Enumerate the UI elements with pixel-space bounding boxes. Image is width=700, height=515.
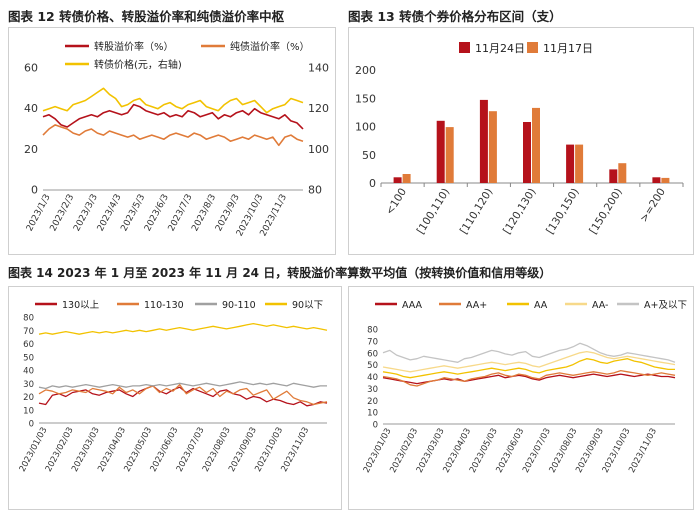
fig14-title: 图表 14 2023 年 1 月至 2023 年 11 月 24 日，转股溢价率… [8,266,552,280]
y2-tick-label: 120 [308,102,329,115]
y-tick-label: 0 [31,184,38,197]
y-tick-label: 80 [23,314,34,324]
y-tick-label: 20 [367,397,378,407]
fig14b-chart: 010203040506070802023/01/032023/02/03202… [362,300,687,475]
y-tick-label: 60 [23,340,34,350]
y-tick-label: 50 [23,353,34,363]
legend-label: AAA [402,300,423,311]
y-tick-label: 200 [355,64,376,77]
legend-label: AA [534,300,548,311]
legend-label: 11月24日 [475,42,525,55]
fig13-panel: 0 50 100 150 200 <100 [100,110) [110,120) [120,1… [348,27,694,255]
x-tick-label: <100 [384,186,409,217]
x-tick-label: [110,120) [458,186,496,236]
legend-swatch [527,42,538,53]
y-tick-label: 60 [367,349,378,359]
series-line-0 [42,103,304,130]
legend-label: 纯债溢价率（%） [230,40,310,53]
fig14a-chart: 010203040506070802023/01/032023/02/03202… [18,300,328,474]
bar-1 [488,111,497,183]
legend-label: 转股溢价率（%） [94,40,174,53]
y-tick-label: 60 [24,62,38,75]
legend-label: 90-110 [222,300,256,311]
y-tick-label: 20 [23,393,34,403]
bar-0 [436,120,445,183]
fig12-title: 图表 12 转债价格、转股溢价率和纯债溢价率中枢 [8,9,285,24]
y-tick-label: 30 [23,380,34,390]
bar-0 [523,122,531,183]
series-line-3 [382,350,676,373]
bar-1 [618,163,627,183]
y-tick-label: 0 [373,421,378,431]
x-tick-label: 2023/11/03 [627,427,659,475]
series-line-1 [38,383,328,406]
bar-1 [575,144,584,183]
y-tick-label: 0 [369,177,376,190]
y-tick-label: 100 [355,121,376,134]
y-tick-label: 50 [362,149,376,162]
y2-tick-label: 100 [308,143,329,156]
legend-label: 转债价格(元，右轴) [94,58,182,71]
y2-tick-label: 80 [308,184,322,197]
y-tick-label: 40 [367,373,378,383]
bar-0 [479,99,488,183]
y-tick-label: 10 [23,406,34,416]
series-line-2 [42,87,304,114]
legend-label: 110-130 [144,300,184,311]
bar-1 [402,174,411,183]
legend-label: AA+ [466,300,487,311]
y-tick-label: 150 [355,92,376,105]
x-tick-label: >=200 [638,186,668,224]
y-tick-label: 70 [23,327,34,337]
legend-label: 130以上 [62,300,100,311]
y-tick-label: 70 [367,337,378,347]
legend-label: A+及以下 [644,300,687,311]
bar-0 [652,177,661,183]
x-tick-label: 2023/11/03 [279,426,311,474]
fig12-chart: 0204060801001201402023/1/32023/2/32023/3… [24,40,329,238]
series-line-3 [38,322,328,335]
bar-0 [566,144,575,183]
fig12-panel: 0 20 40 60 80 100 120 140 2023/1/3 2023/2/3 2023/3… [8,27,336,255]
series-line-1 [42,124,304,147]
series-line-4 [382,342,676,363]
y-tick-label: 80 [367,326,378,336]
x-tick-label: [100,110) [415,186,453,236]
x-tick-label: [130,150) [544,186,582,236]
series-line-1 [382,369,676,387]
bar-0 [393,177,402,183]
y-tick-label: 40 [23,367,34,377]
y-tick-label: 0 [29,420,34,430]
fig14b-panel: 0 10 20 30 40 50 60 70 80 2023/01/03 2023/02/03 202… [348,286,694,510]
series-line-2 [382,358,675,379]
bar-0 [609,169,618,183]
y-tick-label: 10 [367,409,378,419]
legend-label: AA- [592,300,608,311]
legend-label: 11月17日 [543,42,593,55]
y2-tick-label: 140 [308,62,329,75]
y-tick-label: 30 [367,385,378,395]
series-line-2 [38,381,327,390]
y-tick-label: 40 [24,102,38,115]
y-tick-label: 50 [367,361,378,371]
bar-1 [661,177,670,183]
bar-1 [532,107,540,183]
bar-1 [445,127,454,183]
x-tick-label: [120,130) [501,186,539,236]
legend-label: 90以下 [292,300,323,311]
legend-swatch [459,42,470,53]
fig13-title: 图表 13 转债个券价格分布区间（支） [348,9,562,24]
y-tick-label: 20 [24,143,38,156]
x-tick-label: [150,200) [587,186,625,236]
fig14a-panel: 0 10 20 30 40 50 60 70 80 2023/01/03 2023/02/03 202… [8,286,342,510]
fig13-chart: 0 50 100 150 200 <100 [100,110) [110,120) [120,1… [355,42,684,236]
